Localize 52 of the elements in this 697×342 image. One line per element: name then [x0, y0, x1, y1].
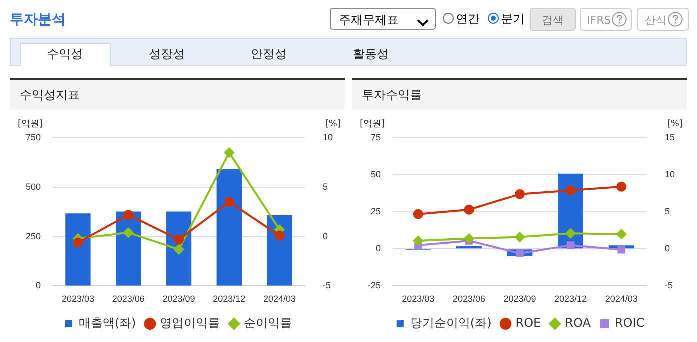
text: 활동성 — [353, 46, 389, 63]
legend-label: ROE — [516, 316, 542, 330]
legend-label: 당기순이익(좌) — [410, 316, 492, 330]
legend-label: 매출액(좌) — [78, 316, 136, 330]
y2-tick-label: 10 — [664, 170, 676, 180]
text: IFRS — [580, 8, 632, 31]
legend-label: ROIC — [614, 316, 645, 330]
y-tick-label: 0 — [36, 280, 42, 291]
x-tick-label: 2023/03 — [62, 294, 94, 304]
legend-label: 영업이익률 — [160, 316, 220, 330]
y2-tick-label: 0 — [664, 244, 670, 254]
x-tick-label: 2023/06 — [452, 294, 486, 304]
y2-tick-label: 0 — [322, 231, 328, 242]
x-tick-label: 2024/03 — [605, 294, 638, 304]
x-tick-label: 2023/03 — [402, 294, 435, 304]
y2-tick-label: 5 — [664, 206, 670, 217]
y2-tick-label: 5 — [322, 182, 328, 192]
x-tick-label: 2023/06 — [112, 294, 145, 304]
y-tick-label: 0 — [376, 244, 382, 254]
y-tick-label: 250 — [26, 231, 42, 242]
y2-tick-label: -5 — [322, 280, 332, 291]
y-tick-label: 500 — [26, 182, 42, 192]
y-tick-label: 75 — [370, 132, 382, 142]
y-tick-label: 750 — [26, 132, 42, 142]
text: 연간 — [456, 12, 480, 26]
y2-tick-label: -5 — [664, 280, 674, 291]
x-tick-label: 2023/12 — [213, 294, 246, 304]
text: 분기 — [501, 12, 525, 26]
text: 주재무제표 — [330, 8, 436, 30]
y-axis-title: [억원] — [360, 119, 386, 130]
y-tick-label: 25 — [370, 206, 382, 217]
x-tick-label: 2023/09 — [162, 294, 196, 304]
y-tick-label: 50 — [370, 170, 382, 180]
y-axis-title: [억원] — [18, 119, 44, 130]
y2-axis-title: [%] — [325, 119, 341, 130]
text: 투자분석 — [10, 11, 66, 29]
text: 수익성 — [47, 46, 83, 63]
text: 안정성 — [251, 46, 287, 63]
x-tick-label: 2023/12 — [554, 294, 588, 304]
y2-tick-label: 15 — [664, 132, 676, 142]
legend-label: 순이익률 — [244, 316, 292, 330]
y2-tick-label: 10 — [322, 132, 334, 142]
y-tick-label: -25 — [368, 280, 382, 291]
text: 성장성 — [149, 46, 185, 63]
y2-axis-title: [%] — [667, 119, 683, 130]
legend-label: ROA — [565, 316, 592, 330]
text: 검색 — [530, 8, 576, 31]
text: 산식 — [637, 8, 689, 31]
chart-title: 수익성지표 — [10, 80, 345, 110]
chart-title: 투자수익률 — [352, 80, 687, 110]
x-tick-label: 2024/03 — [264, 294, 296, 304]
x-tick-label: 2023/09 — [504, 294, 536, 304]
